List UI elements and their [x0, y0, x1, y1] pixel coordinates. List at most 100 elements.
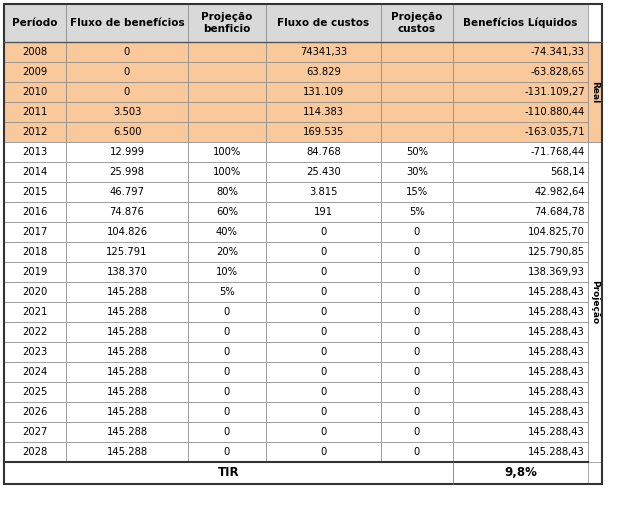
Text: Real: Real — [590, 81, 600, 103]
Text: 25.430: 25.430 — [306, 167, 341, 177]
Text: 145.288: 145.288 — [106, 447, 148, 457]
Bar — [453, 342, 588, 362]
Text: -110.880,44: -110.880,44 — [525, 107, 585, 117]
Bar — [188, 42, 266, 62]
Text: 2012: 2012 — [22, 127, 48, 137]
Text: 9,8%: 9,8% — [504, 466, 537, 479]
Text: 5%: 5% — [219, 287, 235, 297]
Text: 2028: 2028 — [22, 447, 48, 457]
Text: 0: 0 — [321, 327, 327, 337]
Bar — [4, 262, 66, 282]
Text: 2020: 2020 — [22, 287, 48, 297]
Text: 74.876: 74.876 — [109, 207, 144, 217]
Text: 0: 0 — [414, 227, 420, 237]
Bar — [4, 122, 66, 142]
Bar — [453, 382, 588, 402]
Bar — [188, 262, 266, 282]
Bar — [66, 142, 188, 162]
Bar — [66, 62, 188, 82]
Bar — [381, 342, 453, 362]
Bar — [381, 4, 453, 42]
Bar — [266, 402, 381, 422]
Bar — [266, 162, 381, 182]
Bar — [381, 262, 453, 282]
Text: 2026: 2026 — [22, 407, 48, 417]
Text: 12.999: 12.999 — [109, 147, 144, 157]
Bar — [453, 462, 588, 484]
Bar — [381, 102, 453, 122]
Text: 0: 0 — [414, 387, 420, 397]
Text: 0: 0 — [321, 347, 327, 357]
Text: 5%: 5% — [409, 207, 425, 217]
Text: 145.288: 145.288 — [106, 367, 148, 377]
Bar — [453, 262, 588, 282]
Text: 2011: 2011 — [22, 107, 48, 117]
Bar — [381, 62, 453, 82]
Bar — [381, 82, 453, 102]
Text: 0: 0 — [321, 227, 327, 237]
Bar — [453, 102, 588, 122]
Bar — [266, 62, 381, 82]
Bar — [66, 282, 188, 302]
Bar — [4, 142, 66, 162]
Bar — [381, 162, 453, 182]
Text: 0: 0 — [224, 367, 230, 377]
Text: 0: 0 — [321, 387, 327, 397]
Bar — [453, 62, 588, 82]
Bar — [453, 182, 588, 202]
Text: 0: 0 — [414, 347, 420, 357]
Text: 125.790,85: 125.790,85 — [528, 247, 585, 257]
Text: 6.500: 6.500 — [113, 127, 141, 137]
Text: 114.383: 114.383 — [303, 107, 344, 117]
Text: 0: 0 — [124, 87, 130, 97]
Bar — [266, 342, 381, 362]
Bar — [66, 202, 188, 222]
Bar — [453, 4, 588, 42]
Bar — [453, 302, 588, 322]
Bar — [266, 222, 381, 242]
Bar — [266, 382, 381, 402]
Bar — [453, 242, 588, 262]
Text: 145.288,43: 145.288,43 — [529, 347, 585, 357]
Bar — [381, 122, 453, 142]
Text: 2027: 2027 — [22, 427, 48, 437]
Bar — [4, 302, 66, 322]
Bar — [188, 162, 266, 182]
Text: 145.288,43: 145.288,43 — [529, 287, 585, 297]
Bar — [381, 362, 453, 382]
Bar — [381, 142, 453, 162]
Bar — [66, 362, 188, 382]
Bar — [266, 322, 381, 342]
Text: 145.288,43: 145.288,43 — [529, 387, 585, 397]
Text: 0: 0 — [124, 67, 130, 77]
Bar — [188, 422, 266, 442]
Text: 138.370: 138.370 — [106, 267, 148, 277]
Text: Fluxo de custos: Fluxo de custos — [277, 18, 370, 28]
Text: 0: 0 — [414, 367, 420, 377]
Bar — [381, 322, 453, 342]
Text: 0: 0 — [224, 347, 230, 357]
Bar — [188, 382, 266, 402]
Bar — [381, 302, 453, 322]
Bar — [381, 442, 453, 462]
Bar — [266, 42, 381, 62]
Text: 2018: 2018 — [22, 247, 48, 257]
Text: 0: 0 — [321, 447, 327, 457]
Bar — [453, 202, 588, 222]
Bar — [266, 242, 381, 262]
Text: Benefícios Líquidos: Benefícios Líquidos — [463, 18, 577, 28]
Text: 2025: 2025 — [22, 387, 48, 397]
Text: 2008: 2008 — [22, 47, 48, 57]
Text: 0: 0 — [224, 307, 230, 317]
Bar — [4, 4, 66, 42]
Bar — [4, 42, 66, 62]
Text: 104.825,70: 104.825,70 — [528, 227, 585, 237]
Bar — [4, 82, 66, 102]
Text: 145.288: 145.288 — [106, 307, 148, 317]
Text: 2009: 2009 — [22, 67, 48, 77]
Text: 2010: 2010 — [22, 87, 48, 97]
Bar — [588, 42, 602, 142]
Bar — [66, 242, 188, 262]
Bar — [266, 82, 381, 102]
Bar — [453, 162, 588, 182]
